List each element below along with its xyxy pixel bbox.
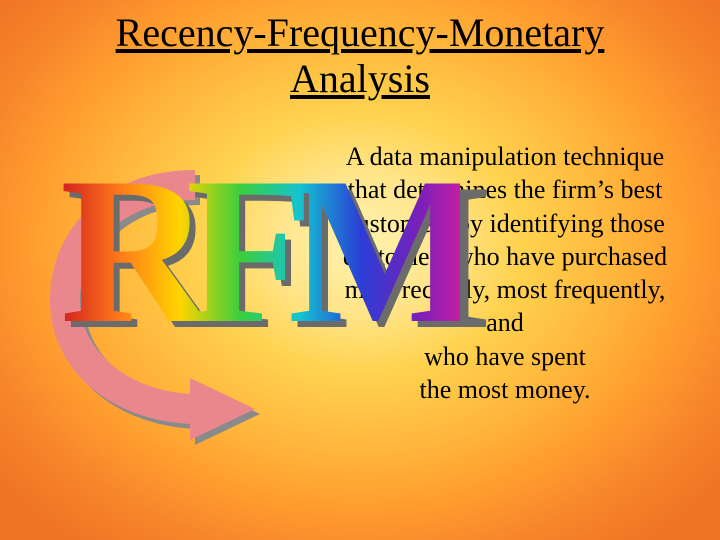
- content-area: RFM RFM A data manipulation technique th…: [0, 140, 720, 510]
- rfm-letters: RFM RFM: [60, 131, 460, 372]
- rfm-graphic: RFM RFM: [40, 145, 340, 445]
- title-line-1: Recency-Frequency-Monetary: [0, 10, 720, 56]
- title-line-2: Analysis: [0, 56, 720, 102]
- rfm-letters-front: RFM: [60, 135, 460, 367]
- slide: Recency-Frequency-Monetary Analysis RFM …: [0, 0, 720, 540]
- slide-title: Recency-Frequency-Monetary Analysis: [0, 0, 720, 102]
